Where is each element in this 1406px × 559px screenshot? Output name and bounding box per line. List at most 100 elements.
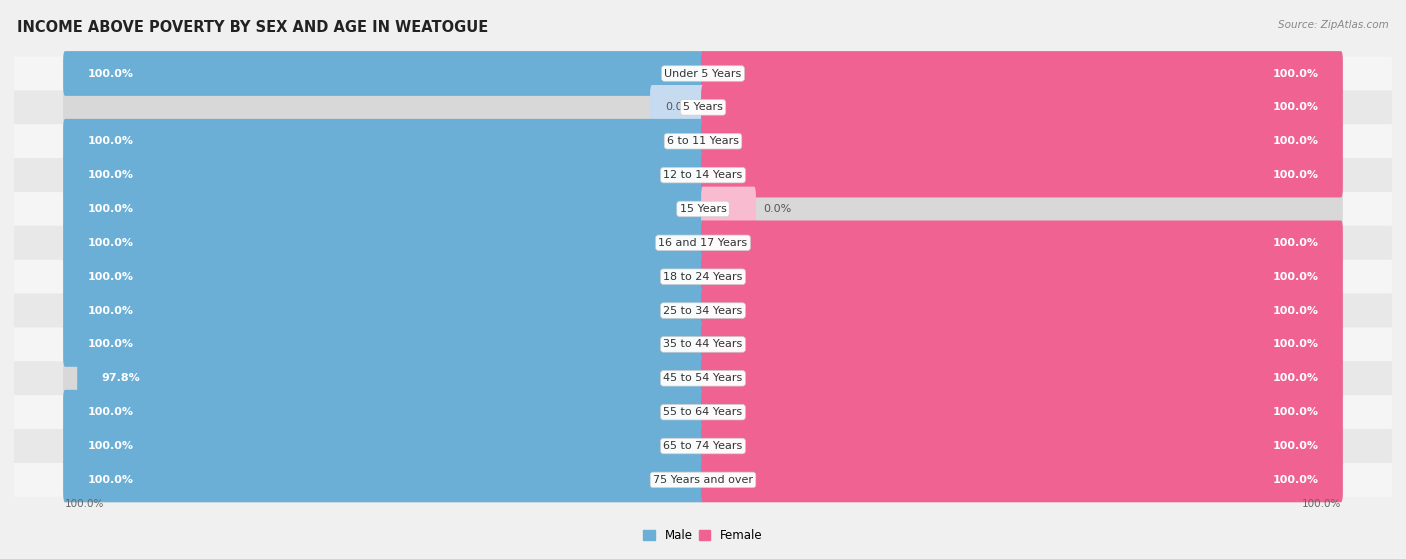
Text: 100.0%: 100.0%: [87, 69, 134, 78]
FancyBboxPatch shape: [702, 119, 1343, 164]
FancyBboxPatch shape: [702, 220, 1343, 265]
FancyBboxPatch shape: [14, 361, 1392, 395]
Text: 45 to 54 Years: 45 to 54 Years: [664, 373, 742, 383]
FancyBboxPatch shape: [63, 153, 704, 197]
FancyBboxPatch shape: [63, 458, 704, 502]
FancyBboxPatch shape: [63, 254, 704, 299]
Text: 97.8%: 97.8%: [101, 373, 141, 383]
Text: 100.0%: 100.0%: [1272, 407, 1319, 417]
Text: INCOME ABOVE POVERTY BY SEX AND AGE IN WEATOGUE: INCOME ABOVE POVERTY BY SEX AND AGE IN W…: [17, 20, 488, 35]
FancyBboxPatch shape: [63, 288, 704, 333]
Text: 55 to 64 Years: 55 to 64 Years: [664, 407, 742, 417]
FancyBboxPatch shape: [14, 328, 1392, 361]
Text: 25 to 34 Years: 25 to 34 Years: [664, 306, 742, 316]
Text: 35 to 44 Years: 35 to 44 Years: [664, 339, 742, 349]
FancyBboxPatch shape: [14, 226, 1392, 260]
FancyBboxPatch shape: [63, 85, 704, 130]
Text: 75 Years and over: 75 Years and over: [652, 475, 754, 485]
FancyBboxPatch shape: [63, 51, 704, 96]
FancyBboxPatch shape: [14, 395, 1392, 429]
Text: 5 Years: 5 Years: [683, 102, 723, 112]
Text: 6 to 11 Years: 6 to 11 Years: [666, 136, 740, 146]
Text: 100.0%: 100.0%: [1272, 136, 1319, 146]
Text: 100.0%: 100.0%: [87, 441, 134, 451]
FancyBboxPatch shape: [650, 85, 704, 130]
FancyBboxPatch shape: [63, 322, 704, 367]
Text: 100.0%: 100.0%: [1302, 499, 1341, 509]
FancyBboxPatch shape: [77, 356, 704, 401]
Text: Source: ZipAtlas.com: Source: ZipAtlas.com: [1278, 20, 1389, 30]
Text: 100.0%: 100.0%: [1272, 102, 1319, 112]
FancyBboxPatch shape: [63, 322, 704, 367]
Text: 100.0%: 100.0%: [87, 272, 134, 282]
FancyBboxPatch shape: [63, 187, 704, 231]
Text: 100.0%: 100.0%: [87, 339, 134, 349]
Text: 15 Years: 15 Years: [679, 204, 727, 214]
Text: Under 5 Years: Under 5 Years: [665, 69, 741, 78]
FancyBboxPatch shape: [702, 322, 1343, 367]
FancyBboxPatch shape: [702, 390, 1343, 434]
FancyBboxPatch shape: [702, 458, 1343, 502]
FancyBboxPatch shape: [702, 85, 1343, 130]
Text: 0.0%: 0.0%: [665, 102, 693, 112]
FancyBboxPatch shape: [63, 220, 704, 265]
FancyBboxPatch shape: [14, 158, 1392, 192]
FancyBboxPatch shape: [63, 458, 704, 502]
Legend: Male, Female: Male, Female: [638, 524, 768, 547]
FancyBboxPatch shape: [702, 356, 1343, 401]
FancyBboxPatch shape: [63, 220, 704, 265]
Text: 100.0%: 100.0%: [87, 204, 134, 214]
FancyBboxPatch shape: [702, 424, 1343, 468]
FancyBboxPatch shape: [14, 429, 1392, 463]
FancyBboxPatch shape: [63, 254, 704, 299]
FancyBboxPatch shape: [14, 293, 1392, 328]
Text: 100.0%: 100.0%: [1272, 306, 1319, 316]
FancyBboxPatch shape: [702, 119, 1343, 164]
Text: 12 to 14 Years: 12 to 14 Years: [664, 170, 742, 180]
FancyBboxPatch shape: [702, 390, 1343, 434]
FancyBboxPatch shape: [63, 187, 704, 231]
Text: 100.0%: 100.0%: [1272, 238, 1319, 248]
FancyBboxPatch shape: [702, 288, 1343, 333]
FancyBboxPatch shape: [63, 356, 704, 401]
FancyBboxPatch shape: [702, 51, 1343, 96]
Text: 65 to 74 Years: 65 to 74 Years: [664, 441, 742, 451]
FancyBboxPatch shape: [63, 51, 704, 96]
Text: 100.0%: 100.0%: [1272, 441, 1319, 451]
FancyBboxPatch shape: [702, 153, 1343, 197]
Text: 100.0%: 100.0%: [87, 475, 134, 485]
FancyBboxPatch shape: [702, 85, 1343, 130]
FancyBboxPatch shape: [63, 424, 704, 468]
Text: 0.0%: 0.0%: [763, 204, 792, 214]
FancyBboxPatch shape: [702, 51, 1343, 96]
FancyBboxPatch shape: [63, 288, 704, 333]
Text: 18 to 24 Years: 18 to 24 Years: [664, 272, 742, 282]
Text: 16 and 17 Years: 16 and 17 Years: [658, 238, 748, 248]
FancyBboxPatch shape: [702, 356, 1343, 401]
FancyBboxPatch shape: [702, 220, 1343, 265]
Text: 100.0%: 100.0%: [87, 306, 134, 316]
Text: 100.0%: 100.0%: [87, 238, 134, 248]
FancyBboxPatch shape: [63, 153, 704, 197]
Text: 100.0%: 100.0%: [87, 407, 134, 417]
FancyBboxPatch shape: [14, 192, 1392, 226]
FancyBboxPatch shape: [63, 424, 704, 468]
Text: 100.0%: 100.0%: [1272, 339, 1319, 349]
FancyBboxPatch shape: [702, 254, 1343, 299]
FancyBboxPatch shape: [14, 91, 1392, 124]
FancyBboxPatch shape: [702, 187, 756, 231]
Text: 100.0%: 100.0%: [1272, 373, 1319, 383]
FancyBboxPatch shape: [702, 288, 1343, 333]
Text: 100.0%: 100.0%: [1272, 272, 1319, 282]
FancyBboxPatch shape: [702, 458, 1343, 502]
FancyBboxPatch shape: [14, 463, 1392, 497]
FancyBboxPatch shape: [702, 153, 1343, 197]
FancyBboxPatch shape: [14, 124, 1392, 158]
Text: 100.0%: 100.0%: [1272, 170, 1319, 180]
FancyBboxPatch shape: [702, 254, 1343, 299]
Text: 100.0%: 100.0%: [87, 136, 134, 146]
Text: 100.0%: 100.0%: [87, 170, 134, 180]
FancyBboxPatch shape: [63, 119, 704, 164]
FancyBboxPatch shape: [63, 390, 704, 434]
FancyBboxPatch shape: [14, 56, 1392, 91]
